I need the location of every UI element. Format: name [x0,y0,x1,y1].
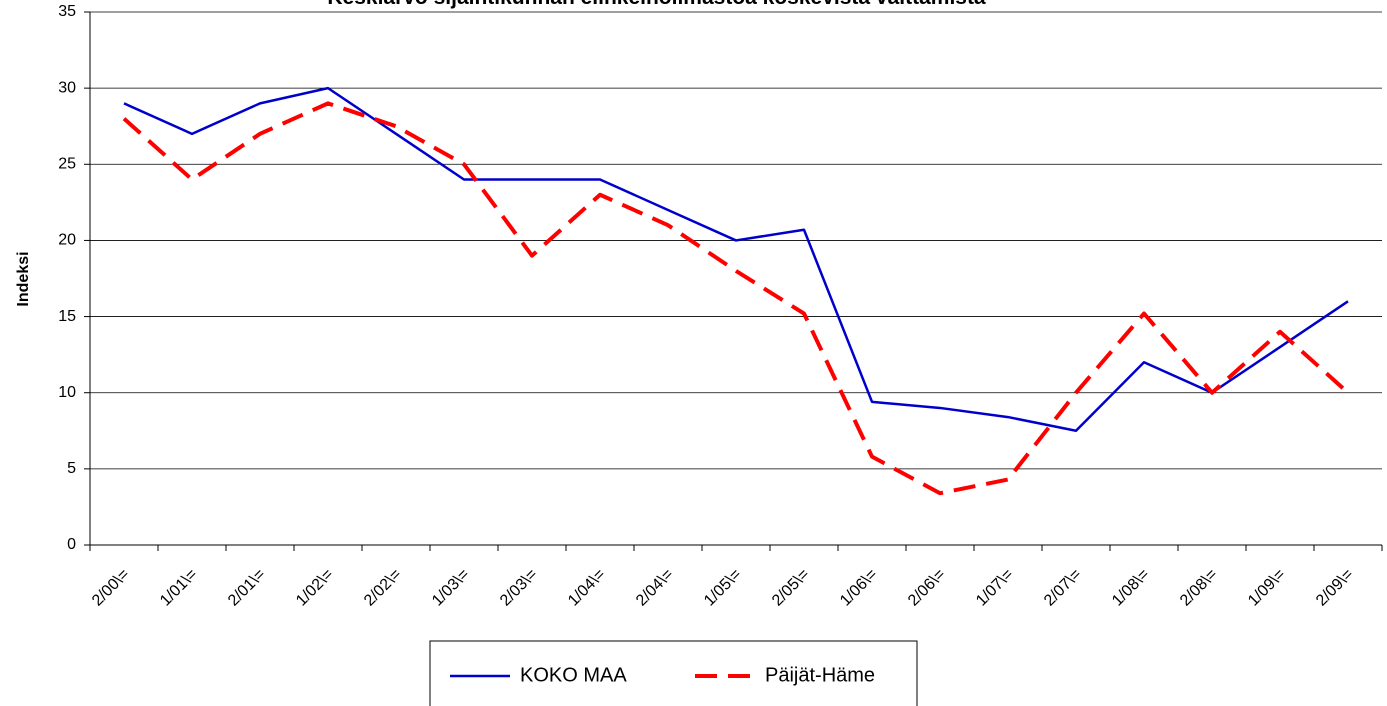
x-tick-label: 2/02\= [361,566,405,610]
y-tick-label: 30 [58,79,76,96]
series-line [122,101,1350,496]
series-line [123,86,1349,433]
y-tick-label: 5 [67,460,76,477]
legend-box [429,640,918,706]
chart-title: Keskiarvo sijaintikunnan elinkeinoilmast… [327,0,992,9]
x-tick-label: 2/00\= [89,566,133,610]
y-tick-label: 20 [58,232,76,249]
y-axis-title: Indeksi [15,251,32,306]
x-tick-label: 1/01\= [157,566,201,610]
x-tick-label: 1/08\= [1109,566,1153,610]
legend-label: KOKO MAA [520,664,627,686]
x-tick-label: 2/05\= [769,566,813,610]
x-tick-label: 1/05\= [701,566,745,610]
x-tick-label: 2/01\= [225,566,269,610]
x-tick-label: 1/07\= [973,566,1017,610]
x-tick-label: 2/03\= [497,566,541,610]
y-tick-label: 15 [58,308,76,325]
x-tick-label: 1/09\= [1245,566,1289,610]
x-tick-label: 1/06\= [837,566,881,610]
x-tick-label: 1/04\= [565,566,609,610]
y-tick-label: 25 [58,156,76,173]
y-tick-label: 0 [67,536,76,553]
x-tick-label: 2/09\= [1313,566,1357,610]
x-tick-label: 1/03\= [429,566,473,610]
y-tick-label: 35 [58,3,76,20]
legend-label: Päijät-Häme [765,664,875,686]
x-tick-label: 1/02\= [293,566,337,610]
x-tick-label: 2/04\= [633,566,677,610]
y-tick-label: 10 [58,384,76,401]
x-tick-label: 2/06\= [905,566,949,610]
x-tick-label: 2/07\= [1041,566,1085,610]
x-tick-label: 2/08\= [1177,566,1221,610]
